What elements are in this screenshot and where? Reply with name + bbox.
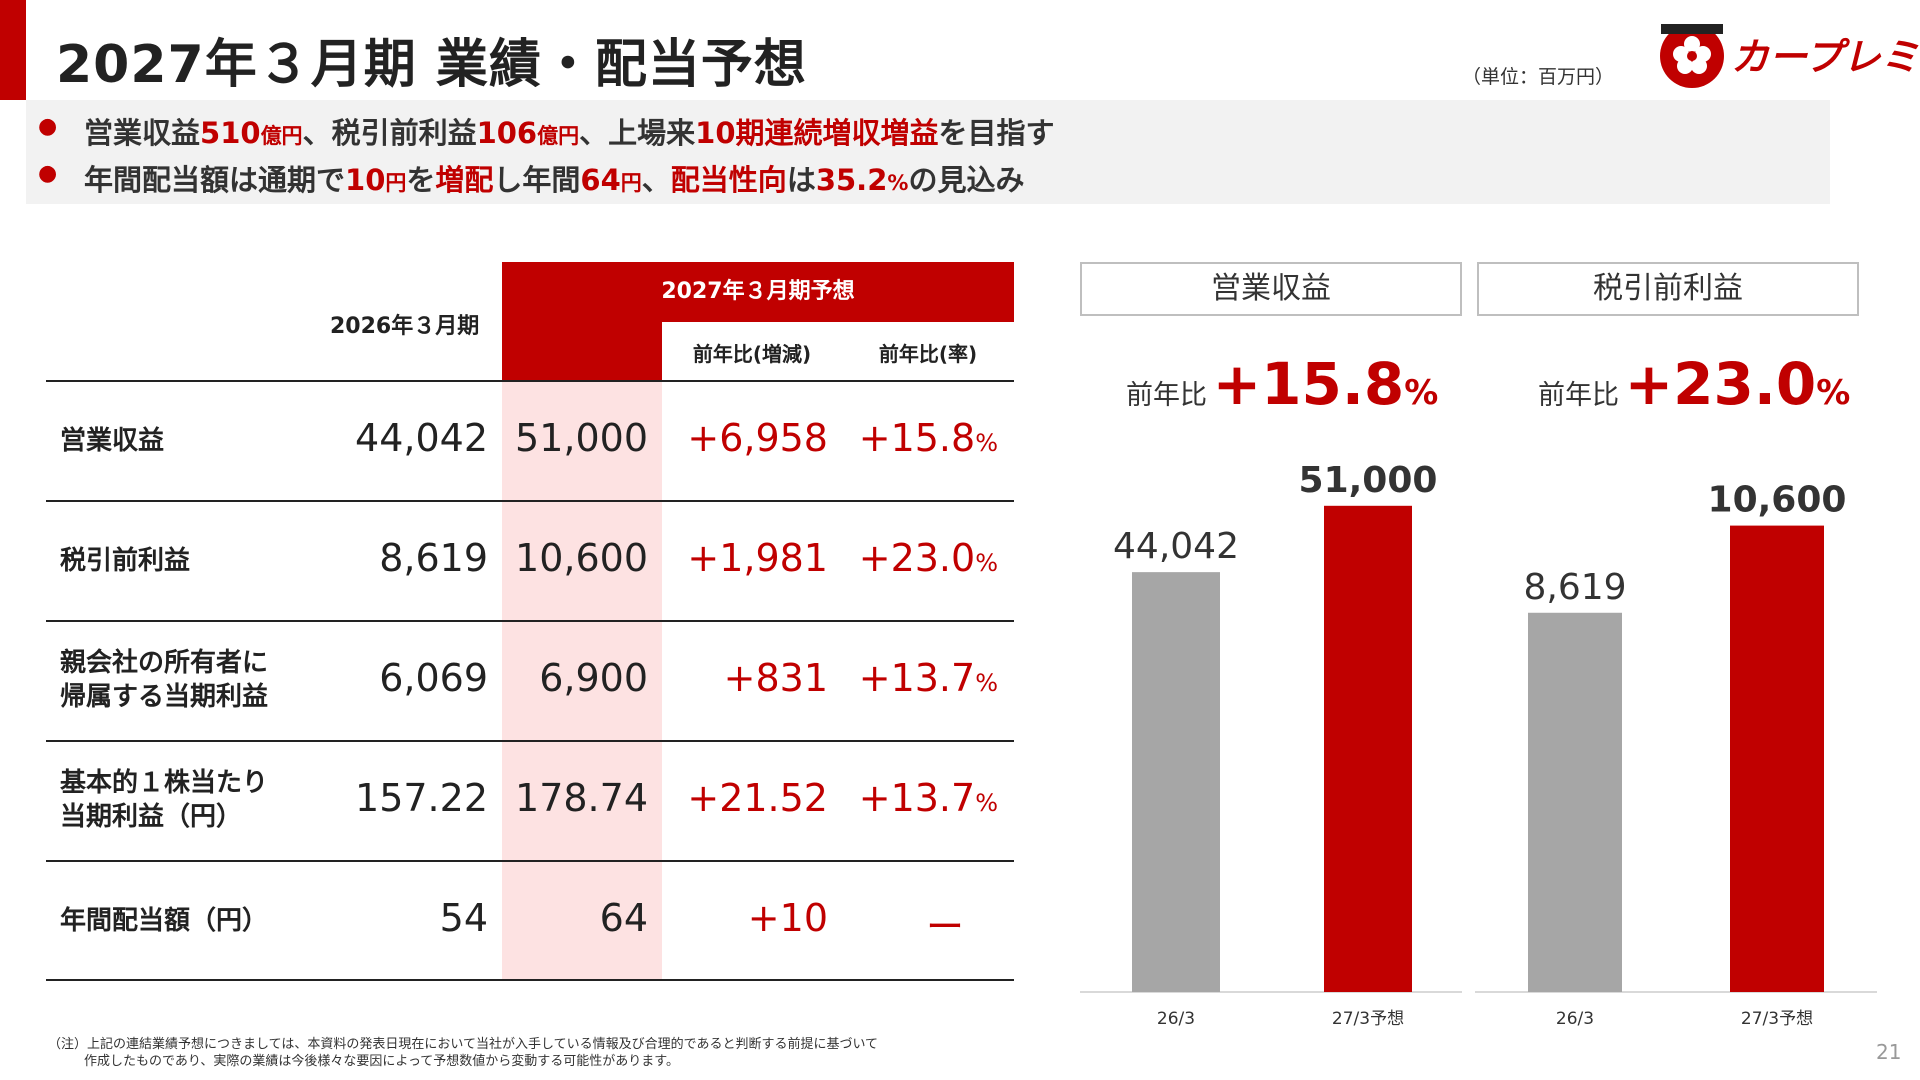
bullet-icon: ● <box>38 114 58 139</box>
yoy-revenue: 前年比 +15.8% <box>1126 350 1439 418</box>
bar <box>1324 505 1412 992</box>
page-number: 21 <box>1876 1040 1902 1064</box>
chart-title-pretax: 税引前利益 <box>1477 262 1859 316</box>
summary-line-1: ● 営業収益510億円、税引前利益106億円、上場来10期連続増収増益を目指す <box>38 114 1055 150</box>
category-label: 27/3予想 <box>1741 1009 1813 1029</box>
category-label: 27/3予想 <box>1332 1009 1404 1029</box>
bullet-icon: ● <box>38 161 58 186</box>
category-label: 26/3 <box>1556 1009 1594 1029</box>
bar-value-label: 51,000 <box>1299 460 1438 501</box>
logo-text: カープレミア <box>1731 35 1920 79</box>
bar <box>1730 525 1824 992</box>
bar-value-label: 44,042 <box>1113 526 1239 567</box>
title-accent-bar <box>0 0 26 100</box>
page-title: 2027年３月期 業績・配当予想 <box>56 35 807 95</box>
chart-title-revenue: 営業収益 <box>1080 262 1462 316</box>
bar <box>1132 572 1220 992</box>
bar-value-label: 10,600 <box>1708 480 1847 521</box>
yoy-pretax: 前年比 +23.0% <box>1538 350 1851 418</box>
bar-value-label: 8,619 <box>1523 567 1626 608</box>
company-logo: カープレミア <box>1655 18 1920 90</box>
category-label: 26/3 <box>1157 1009 1195 1029</box>
unit-note: （単位：百万円） <box>1462 66 1615 88</box>
footnote: （注）上記の連結業績予想につきましては、本資料の発表日現在において当社が入手して… <box>48 1037 879 1069</box>
summary-box: ● 営業収益510億円、税引前利益106億円、上場来10期連続増収増益を目指す … <box>26 100 1830 204</box>
bar <box>1528 612 1622 992</box>
summary-line-2: ● 年間配当額は通期で10円を増配し年間64円、配当性向は35.2%の見込み <box>38 161 1025 197</box>
logo-mark-icon <box>1660 24 1724 88</box>
